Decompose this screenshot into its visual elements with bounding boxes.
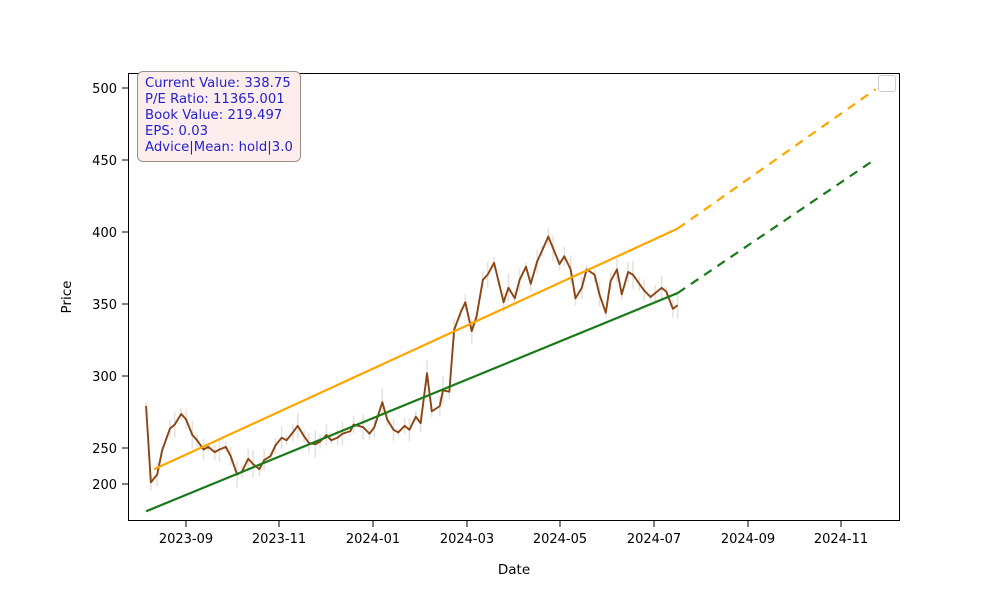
y-tick-label-200: 200: [92, 478, 117, 493]
y-tick-label-350: 350: [92, 298, 117, 313]
series-trend-lower-historical: [145, 292, 679, 513]
x-tick-label-2024-05: 2024-05: [533, 532, 587, 547]
y-tick-label-500: 500: [92, 82, 117, 97]
annotation-advice-mean: Advice|Mean: hold|3.0: [145, 140, 293, 156]
series-trend-upper-historical: [153, 227, 679, 471]
y-axis-title: Price: [59, 281, 75, 314]
y-tick-label-400: 400: [92, 226, 117, 241]
series-price-history: [145, 235, 679, 484]
x-tick-label-2024-07: 2024-07: [627, 532, 681, 547]
data-series-layer: [145, 88, 877, 513]
x-tick-label-2024-09: 2024-09: [721, 532, 775, 547]
x-axis-ticks: 2023-09 2023-11 2024-01 2024-03 2024-05 …: [159, 521, 868, 547]
annotation-book-value: Book Value: 219.497: [145, 108, 283, 124]
annotation-current-value: Current Value: 338.75: [145, 76, 291, 91]
y-tick-label-450: 450: [92, 154, 117, 169]
y-axis-ticks: 500 450 400 350 300 250 200: [92, 82, 128, 493]
x-axis-title: Date: [498, 562, 530, 578]
annotation-pe-ratio: P/E Ratio: 11365.001: [145, 92, 285, 108]
series-trend-lower-forecast: [677, 158, 877, 294]
y-tick-label-300: 300: [92, 370, 117, 385]
y-tick-label-250: 250: [92, 442, 117, 457]
annotation-eps: EPS: 0.03: [145, 124, 209, 140]
chart-legend: [878, 75, 896, 92]
x-tick-label-2024-03: 2024-03: [440, 532, 494, 547]
x-tick-label-2023-11: 2023-11: [252, 532, 306, 547]
x-tick-label-2023-09: 2023-09: [159, 532, 213, 547]
series-trend-upper-forecast: [676, 88, 877, 230]
x-tick-label-2024-01: 2024-01: [346, 532, 400, 547]
stock-summary-annotation: Current Value: 338.75 P/E Ratio: 11365.0…: [137, 71, 301, 163]
x-tick-label-2024-11: 2024-11: [814, 532, 868, 547]
